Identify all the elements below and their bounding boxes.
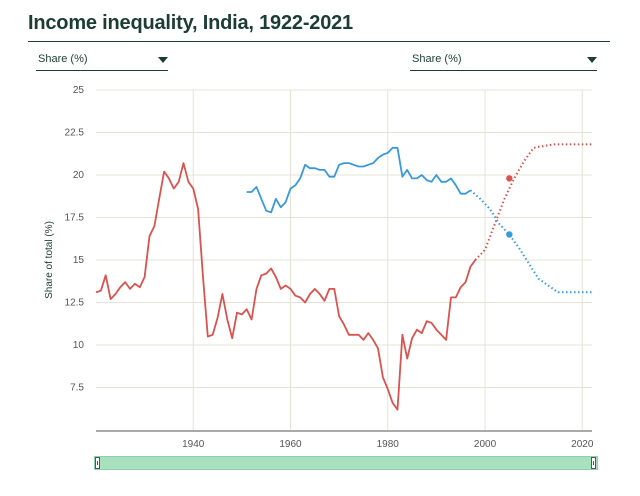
title-divider <box>28 41 610 42</box>
left-metric-dropdown-value: Share (%) <box>38 53 88 65</box>
range-start-handle[interactable] <box>95 457 100 469</box>
red-series-line <box>95 162 477 411</box>
y-tick-label: 15 <box>73 255 85 266</box>
y-axis-label: Share of total (%) <box>44 221 55 299</box>
year-range-slider[interactable] <box>94 456 598 470</box>
chevron-down-icon <box>587 57 597 63</box>
chevron-down-icon <box>158 57 168 63</box>
x-tick-label: 1980 <box>377 439 400 450</box>
x-tick-label: 1960 <box>279 439 302 450</box>
right-metric-dropdown[interactable]: Share (%) <box>410 53 597 71</box>
y-tick-label: 20 <box>73 170 85 181</box>
left-metric-dropdown[interactable]: Share (%) <box>36 53 168 71</box>
red-projected-series-line <box>474 143 592 261</box>
red-marker-point[interactable] <box>506 175 513 182</box>
blue-series-line <box>246 146 471 214</box>
x-tick-label: 2000 <box>474 439 497 450</box>
right-metric-dropdown-value: Share (%) <box>412 53 462 65</box>
y-tick-label: 17.5 <box>65 213 85 224</box>
y-tick-label: 22.5 <box>65 128 85 139</box>
y-tick-label: 25 <box>73 85 85 96</box>
y-tick-label: 10 <box>73 340 85 351</box>
range-end-handle[interactable] <box>591 457 596 469</box>
y-tick-label: 7.5 <box>70 383 84 394</box>
blue-projected-series-line <box>469 189 592 294</box>
y-tick-label: 12.5 <box>65 298 85 309</box>
x-tick-label: 1940 <box>182 439 205 450</box>
x-tick-label: 2020 <box>571 439 594 450</box>
blue-marker-point[interactable] <box>506 231 513 238</box>
chart-title: Income inequality, India, 1922-2021 <box>28 12 353 34</box>
